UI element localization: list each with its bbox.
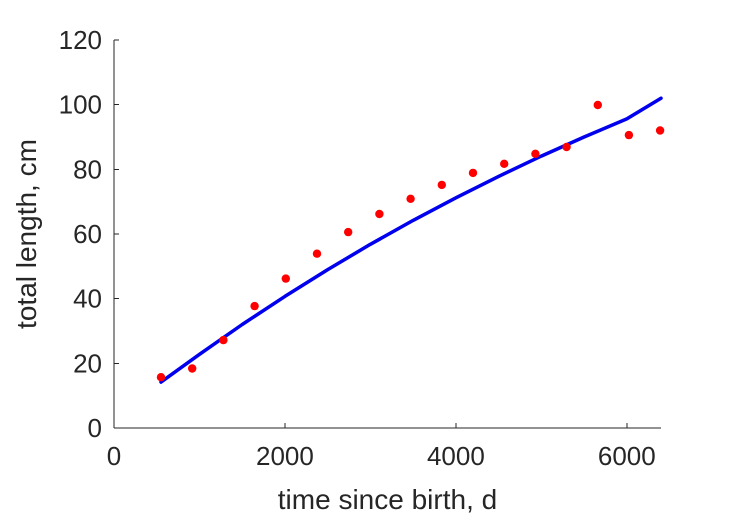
data-point [250, 301, 259, 311]
data-point [188, 364, 197, 373]
x-tick-label: 2000 [256, 441, 314, 471]
data-point [531, 149, 540, 158]
data-point [281, 274, 290, 283]
data-point [219, 335, 228, 345]
ticks: 0 20 40 60 80 100 120 0 2000 4000 6000 [59, 25, 656, 471]
x-tick-label: 0 [107, 441, 121, 471]
y-tick-label: 40 [73, 284, 102, 314]
data-point [624, 130, 634, 140]
data-point [593, 100, 602, 110]
data-point [562, 142, 571, 152]
data-point [312, 249, 322, 258]
y-tick-label: 80 [73, 154, 102, 184]
y-tick-label: 100 [59, 90, 102, 120]
data-point [156, 373, 166, 382]
data-point [344, 227, 353, 237]
data-point [406, 194, 415, 203]
y-tick-label: 60 [73, 219, 102, 249]
x-tick-label: 6000 [598, 441, 656, 471]
data-point [437, 180, 446, 190]
plot-area [156, 96, 665, 384]
y-tick-label: 20 [73, 348, 102, 378]
data-point [500, 159, 509, 168]
y-tick-label: 120 [59, 25, 102, 55]
fit-curve [159, 96, 663, 384]
data-point [655, 126, 665, 135]
data-point [375, 209, 384, 219]
x-tick-label: 4000 [427, 441, 485, 471]
x-axis-label: time since birth, d [278, 484, 497, 515]
y-tick-label: 0 [88, 413, 102, 443]
y-axis-label: total length, cm [11, 139, 42, 329]
data-point [468, 168, 478, 178]
